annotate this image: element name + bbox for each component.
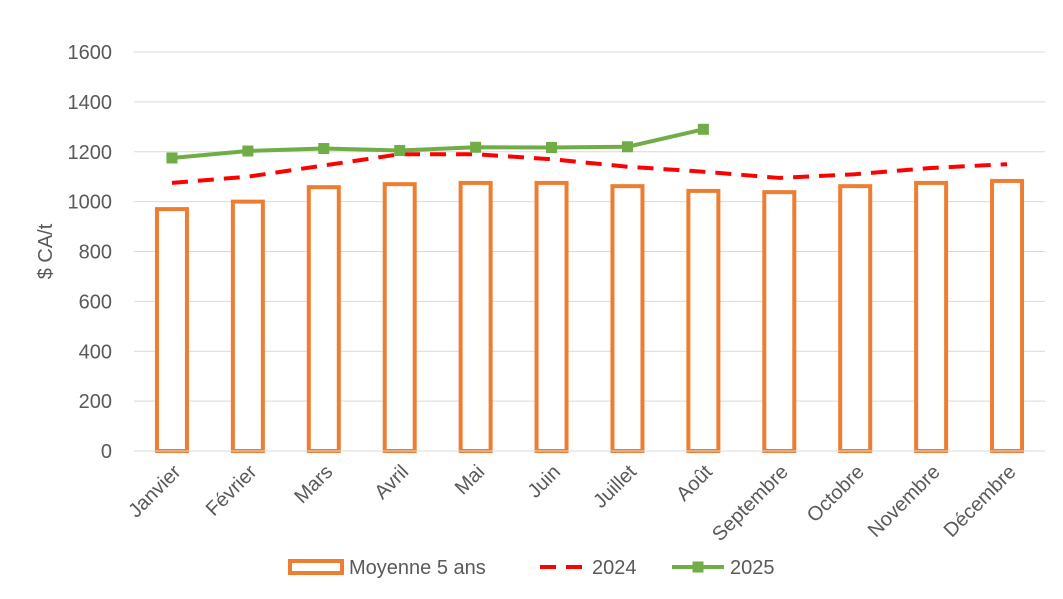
series-point bbox=[470, 141, 482, 153]
bar bbox=[458, 180, 493, 453]
y-tick-label: 800 bbox=[79, 242, 112, 264]
x-tick-label: Février bbox=[202, 461, 262, 521]
series-point bbox=[394, 145, 406, 157]
series-line bbox=[171, 152, 1008, 185]
x-tick-label: Novembre bbox=[864, 461, 945, 542]
bar bbox=[610, 184, 645, 453]
bar bbox=[990, 178, 1025, 453]
x-tick-label: Juillet bbox=[589, 461, 641, 513]
legend-marker bbox=[692, 561, 704, 573]
series-point bbox=[546, 142, 558, 154]
y-tick-label: 400 bbox=[79, 341, 112, 363]
x-tick-label: Mai bbox=[451, 461, 489, 499]
legend-label: 2024 bbox=[592, 557, 637, 579]
y-tick-label: 600 bbox=[79, 291, 112, 313]
x-tick-label: Mars bbox=[290, 461, 337, 508]
y-tick-label: 1200 bbox=[68, 142, 113, 164]
bar bbox=[686, 188, 721, 453]
x-tick-label: Octobre bbox=[803, 461, 869, 527]
x-tick-label: Janvier bbox=[124, 461, 185, 522]
y-tick-label: 1000 bbox=[68, 192, 113, 214]
x-tick-label: Avril bbox=[370, 461, 413, 504]
y-axis-ticks: 0 200 400 600 800 1000 1200 1400 1600 bbox=[68, 42, 113, 463]
bar bbox=[914, 180, 949, 453]
bar bbox=[154, 207, 189, 453]
x-axis-ticks: Janvier Février Mars Avril Mai Juin Juillet Aoû… bbox=[124, 461, 1020, 546]
series-point bbox=[621, 141, 633, 153]
bar bbox=[382, 182, 417, 453]
bar bbox=[534, 180, 569, 453]
series-line bbox=[171, 127, 704, 160]
legend: Moyenne 5 ans 2024 2025 bbox=[288, 557, 775, 579]
x-tick-label: Décembre bbox=[940, 461, 1021, 542]
bars-moyenne bbox=[154, 178, 1025, 453]
legend-label: 2025 bbox=[730, 557, 775, 579]
bar bbox=[230, 199, 265, 453]
legend-swatch bbox=[288, 559, 344, 575]
y-axis-title: $ CA/t bbox=[35, 223, 57, 279]
series-point bbox=[318, 143, 330, 155]
series-point bbox=[242, 145, 254, 157]
y-tick-label: 1400 bbox=[68, 92, 113, 114]
x-tick-label: Septembre bbox=[708, 461, 793, 546]
gridlines bbox=[134, 51, 1045, 402]
x-tick-label: Août bbox=[672, 461, 717, 506]
series-point bbox=[697, 123, 709, 135]
y-tick-label: 1600 bbox=[68, 42, 113, 64]
legend-label: Moyenne 5 ans bbox=[349, 557, 486, 579]
y-tick-label: 0 bbox=[101, 441, 112, 463]
bar bbox=[762, 190, 797, 453]
series-point bbox=[166, 152, 178, 164]
line-series bbox=[166, 123, 1008, 185]
y-tick-label: 200 bbox=[79, 391, 112, 413]
bar bbox=[838, 184, 873, 453]
bar bbox=[306, 185, 341, 453]
x-tick-label: Juin bbox=[524, 461, 566, 503]
